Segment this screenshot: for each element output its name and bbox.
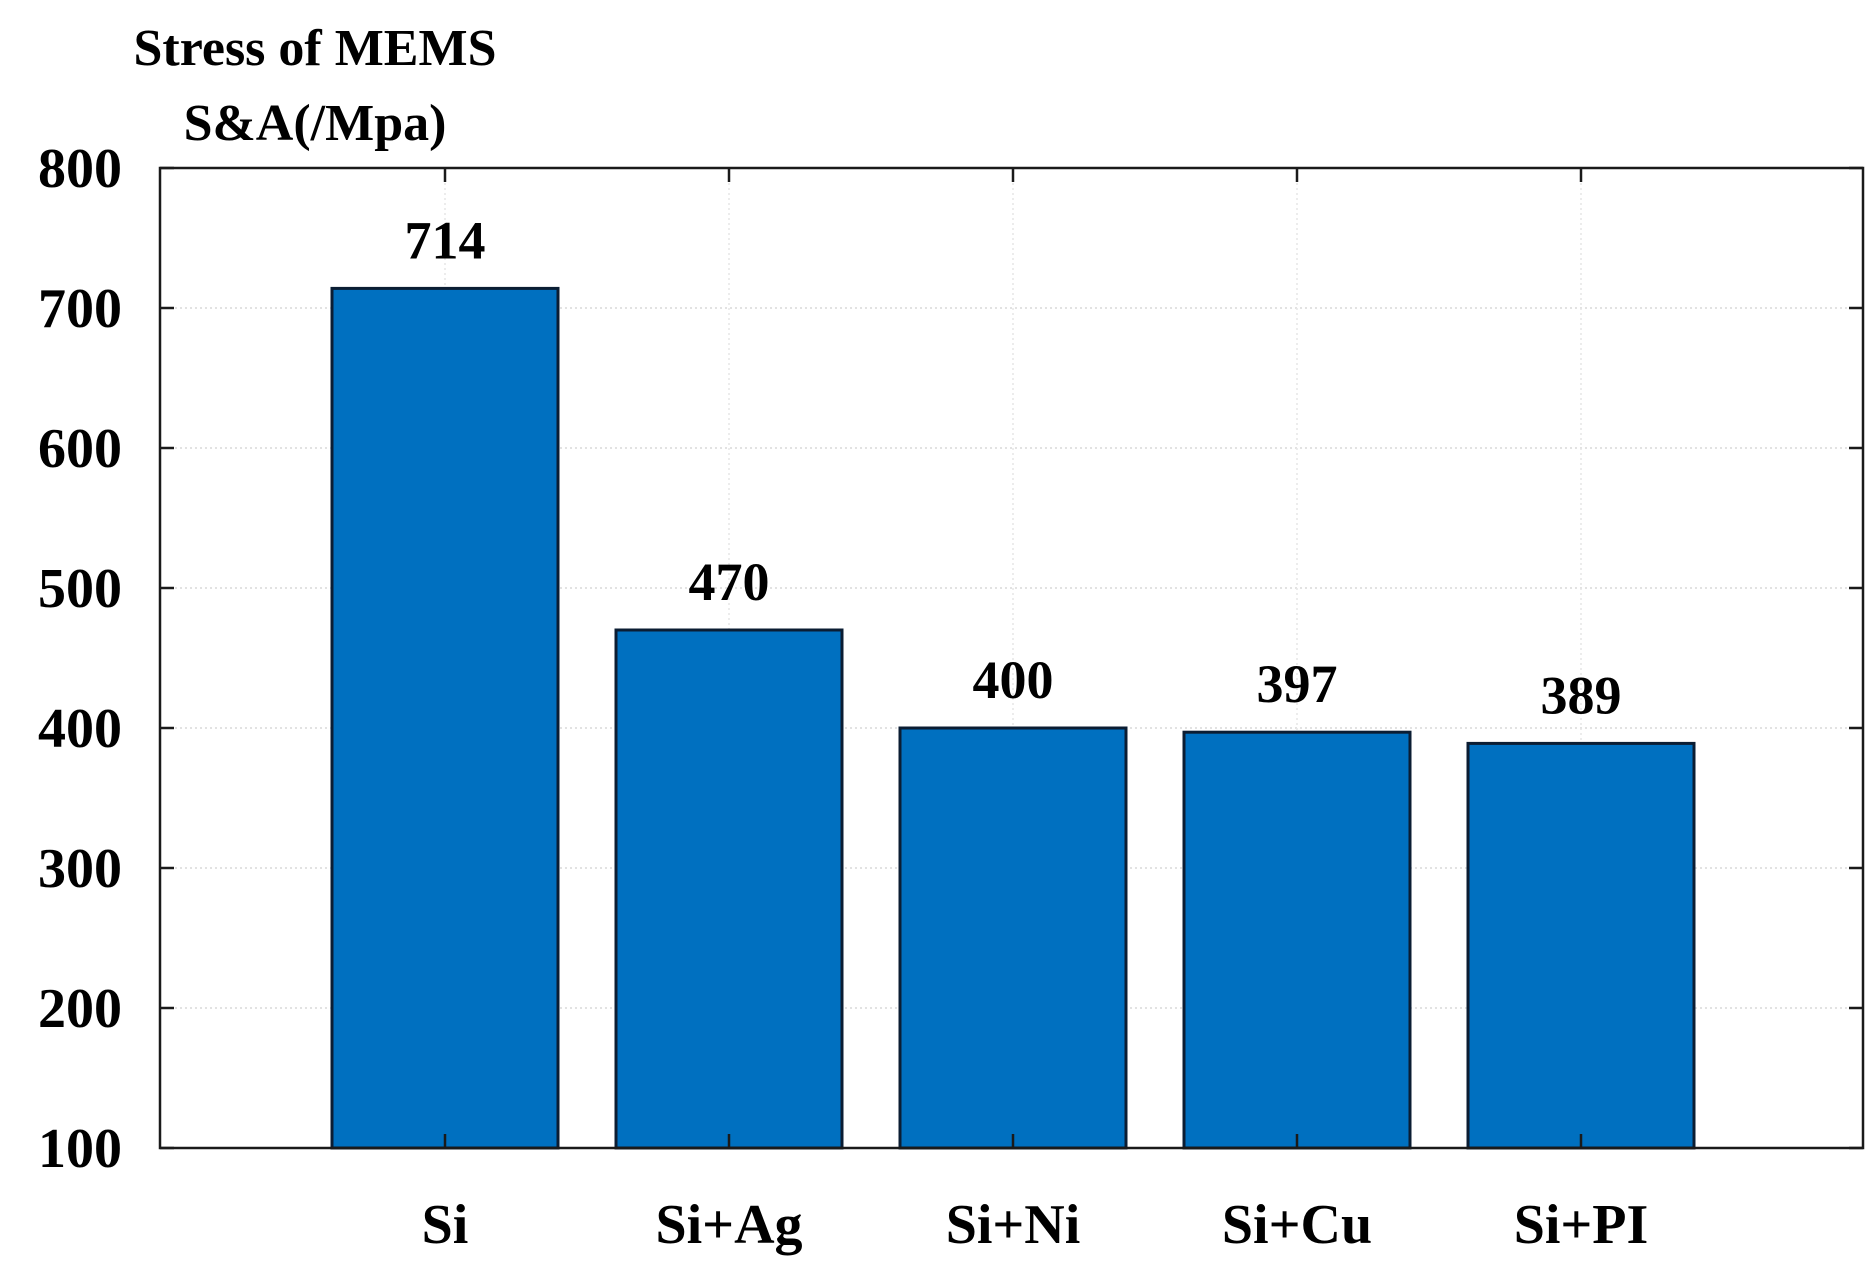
value-label-si: 714 <box>405 210 486 270</box>
bar-si-cu <box>1182 730 1412 1150</box>
x-tick-label-si-ag: Si+Ag <box>655 1194 802 1256</box>
y-tick-label-800: 800 <box>38 138 122 200</box>
bar-si <box>330 286 560 1150</box>
y-tick-label-700: 700 <box>38 278 122 340</box>
x-tick-label-si: Si <box>422 1194 469 1256</box>
x-axis-tick-labels: Si Si+Ag Si+Ni Si+Cu Si+PI <box>422 1194 1649 1256</box>
bar-si-ag <box>614 628 844 1150</box>
plot-frame <box>158 166 1865 1150</box>
y-tick-label-100: 100 <box>38 1118 122 1180</box>
bar-value-labels: 714 470 400 397 389 <box>405 210 1622 725</box>
x-tick-label-si-cu: Si+Cu <box>1222 1194 1372 1256</box>
bar-si-pi <box>1466 741 1696 1150</box>
x-tick-label-si-pi: Si+PI <box>1514 1194 1649 1256</box>
bar-si-ni <box>898 726 1128 1150</box>
y-tick-label-200: 200 <box>38 978 122 1040</box>
y-tick-label-600: 600 <box>38 418 122 480</box>
y-tick-label-400: 400 <box>38 698 122 760</box>
y-tick-label-300: 300 <box>38 838 122 900</box>
bars <box>330 286 1696 1150</box>
value-label-si-ag: 470 <box>689 552 770 612</box>
value-label-si-pi: 389 <box>1541 665 1622 725</box>
y-tick-label-500: 500 <box>38 558 122 620</box>
axis-ticks <box>160 166 1863 1150</box>
value-label-si-cu: 397 <box>1257 654 1338 714</box>
y-axis-title-line-1: Stress of MEMS <box>133 20 496 77</box>
y-axis-tick-labels: 100 200 300 400 500 600 700 800 <box>38 138 122 1180</box>
x-tick-label-si-ni: Si+Ni <box>946 1194 1081 1256</box>
value-label-si-ni: 400 <box>973 650 1054 710</box>
y-axis-title-line-2: S&A(/Mpa) <box>184 95 447 152</box>
